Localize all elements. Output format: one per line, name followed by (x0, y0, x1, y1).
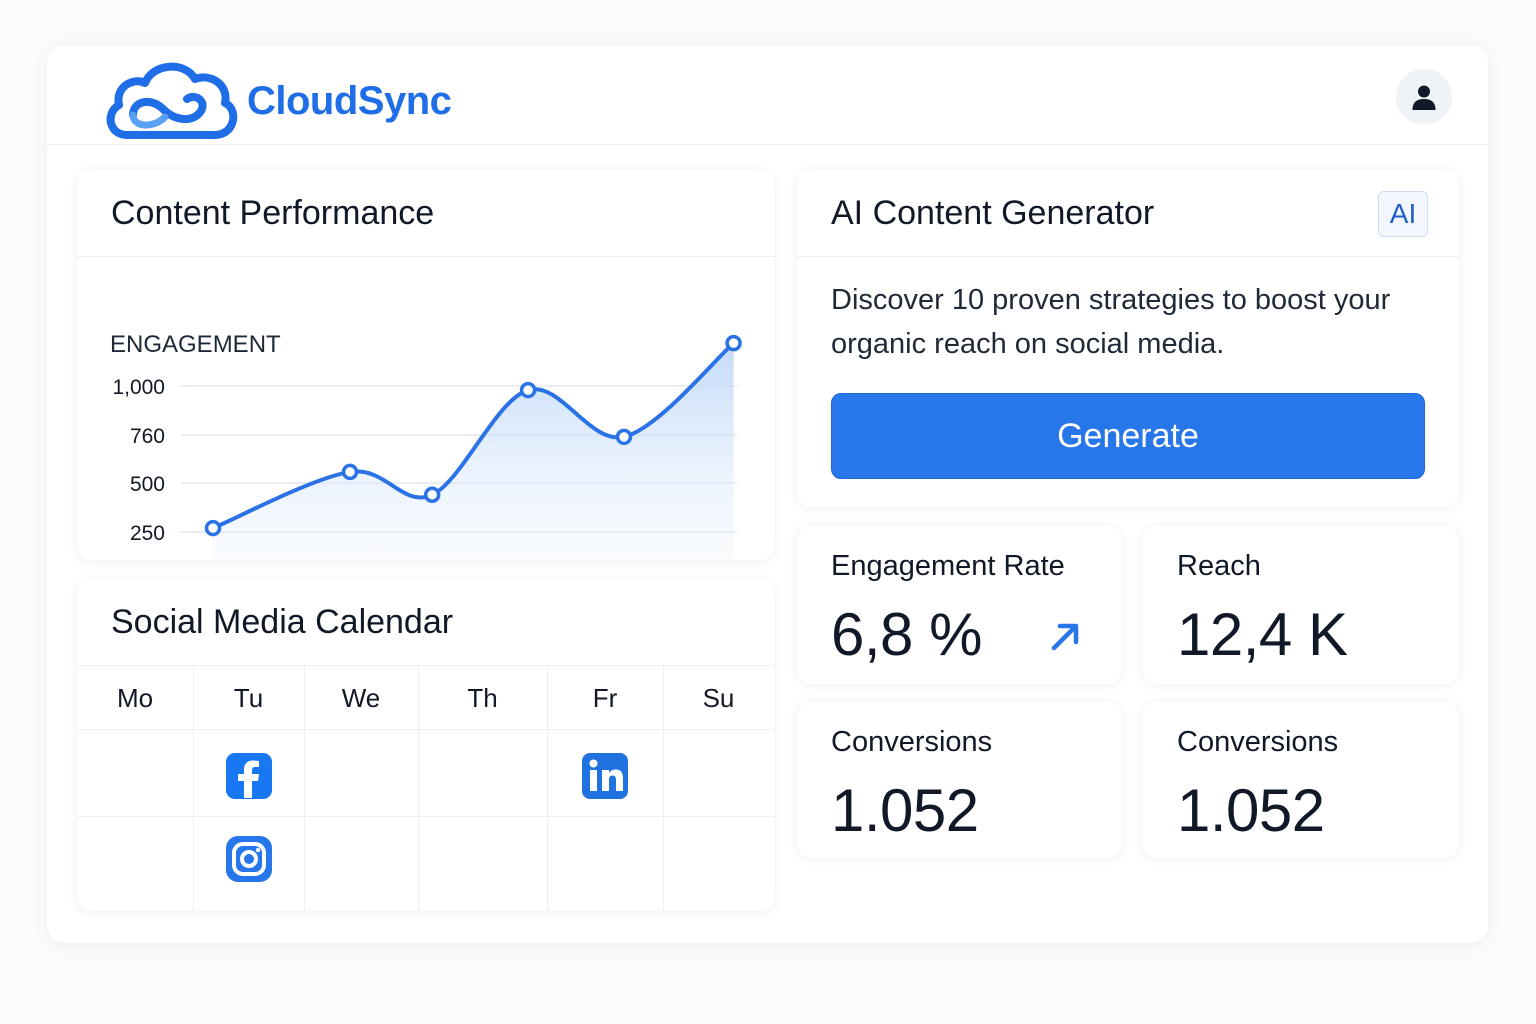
day-header-th: Th (467, 683, 498, 713)
stat-value: 6,8 % (831, 601, 982, 668)
data-point (725, 334, 742, 352)
ai-badge: AI (1378, 191, 1428, 237)
data-point (423, 486, 441, 504)
logo[interactable]: CloudSync (103, 57, 452, 145)
linkedin-icon[interactable] (581, 752, 629, 800)
day-header-su: Su (702, 683, 735, 713)
grid-line (304, 665, 305, 911)
top-bar: CloudSync (47, 45, 1488, 145)
stat-label: Reach (1177, 550, 1261, 582)
generate-button[interactable]: Generate (831, 393, 1425, 479)
grid-line (547, 665, 548, 911)
cloud-logo-icon (106, 62, 238, 139)
stat-value: 1.052 (1177, 777, 1325, 844)
grid-line (77, 729, 774, 730)
grid-line (418, 665, 419, 911)
divider (77, 665, 774, 666)
grid-line (193, 665, 194, 911)
user-avatar-button[interactable] (1396, 69, 1452, 125)
card-title: Content Performance (111, 194, 435, 232)
data-point (615, 428, 633, 446)
stat-card-engagement-rate: Engagement Rate 6,8 % (797, 526, 1122, 684)
data-point (341, 463, 359, 481)
data-point (519, 381, 537, 399)
ai-content-generator-card: AI Content Generator AI Discover 10 prov… (797, 170, 1459, 507)
card-title: Social Media Calendar (111, 603, 454, 641)
stat-value: 1.052 (831, 777, 979, 844)
up-right-arrow-icon (1051, 623, 1079, 651)
grid-line (77, 816, 774, 817)
day-header-tu: Tu (233, 683, 264, 713)
y-tick-label: 1,000 (112, 376, 165, 399)
facebook-icon[interactable] (225, 752, 273, 800)
instagram-icon[interactable] (225, 835, 273, 883)
series-line (211, 341, 736, 531)
stat-label: Engagement Rate (831, 550, 1065, 582)
stat-label: Conversions (1177, 726, 1339, 758)
y-tick-label: 760 (130, 425, 165, 448)
content-performance-card: Content Performance ENGAGEMENT 250 500 760 1… (77, 170, 774, 560)
stat-value: 12,4 K (1177, 601, 1348, 668)
stat-card-reach: Reach 12,4 K (1143, 526, 1459, 684)
app-window: CloudSync Content Performance ENGAGEMENT… (47, 45, 1488, 943)
stat-card-conversions-2: Conversions 1.052 (1143, 702, 1459, 858)
divider (77, 256, 774, 257)
y-tick-label: 500 (130, 473, 165, 496)
y-axis-title: ENGAGEMENT (110, 331, 281, 358)
divider (797, 256, 1459, 257)
day-header-we: We (341, 683, 381, 713)
card-title: AI Content Generator (831, 194, 1155, 232)
social-media-calendar-card: Social Media Calendar Mo Tu We Th Fr Su (77, 579, 774, 911)
app-name: CloudSync (247, 78, 452, 123)
day-header-fr: Fr (592, 683, 618, 713)
user-icon (1412, 85, 1436, 110)
y-tick-label: 250 (130, 522, 165, 545)
grid-line (663, 665, 664, 911)
day-header-mo: Mo (116, 683, 154, 713)
stat-label: Conversions (831, 726, 993, 758)
generated-content-text: Discover 10 proven strategies to boost y… (831, 284, 1391, 360)
stat-card-conversions: Conversions 1.052 (797, 702, 1122, 858)
data-point (204, 519, 222, 537)
